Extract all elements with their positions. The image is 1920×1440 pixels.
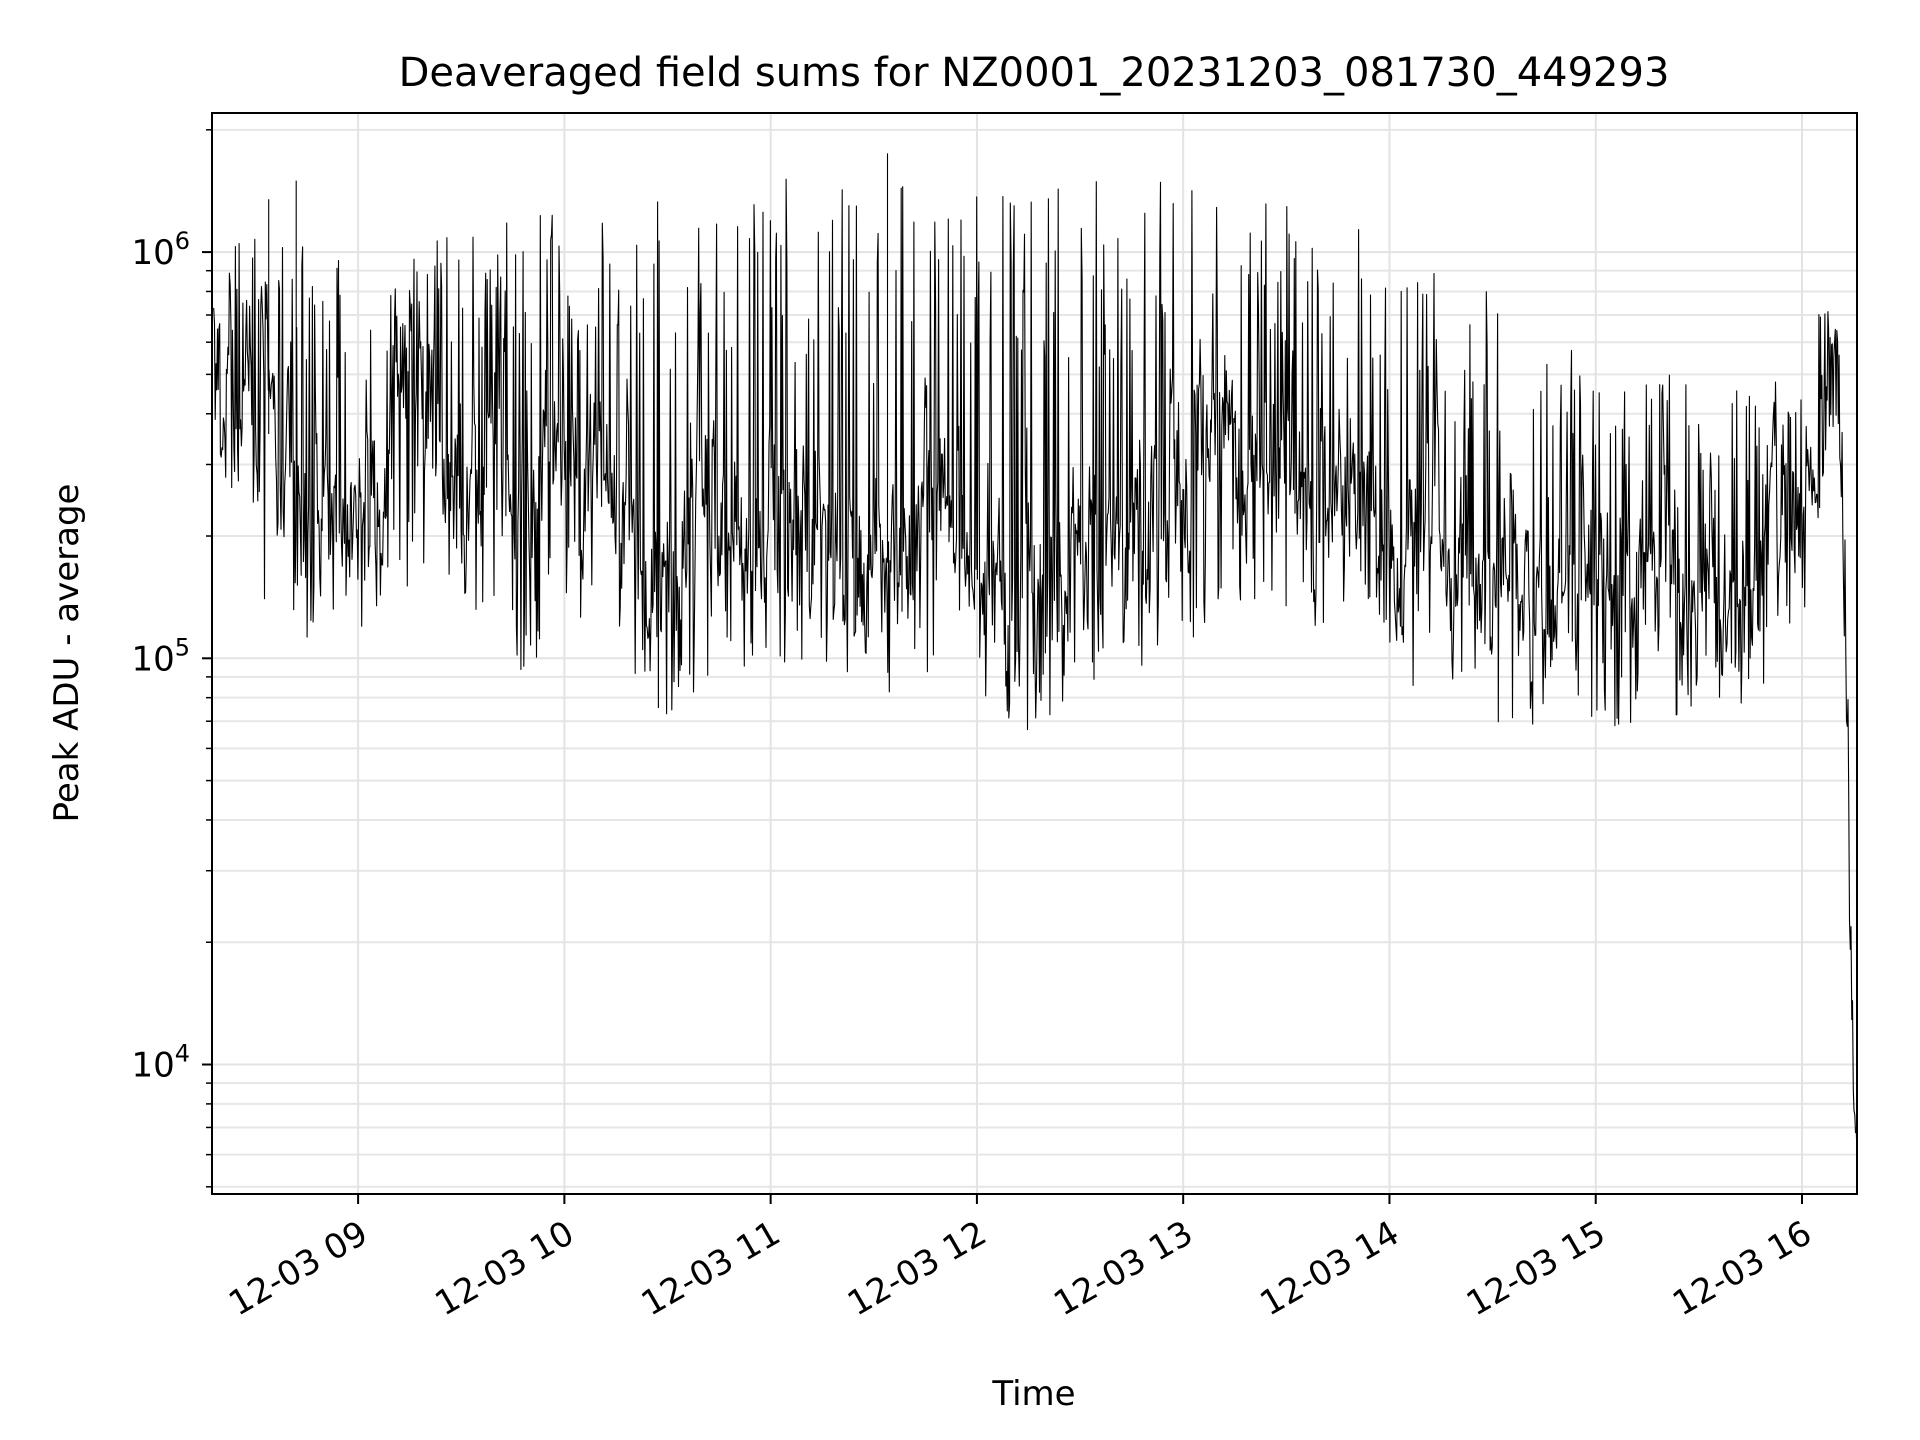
axes-frame	[211, 112, 1858, 1195]
y-axis: 104 105 106	[131, 129, 212, 1188]
series-line	[213, 153, 1857, 1155]
y-axis-label: Peak ADU - average	[47, 484, 87, 823]
y-tick-label: 105	[131, 633, 190, 679]
x-axis-label: Time	[991, 1374, 1075, 1414]
plot-area	[213, 153, 1857, 1155]
grid-lines	[212, 113, 1857, 1194]
y-tick-label: 104	[131, 1040, 190, 1086]
chart-title: Deaveraged field sums for NZ0001_2023120…	[399, 50, 1670, 96]
y-tick-label: 106	[131, 227, 190, 273]
